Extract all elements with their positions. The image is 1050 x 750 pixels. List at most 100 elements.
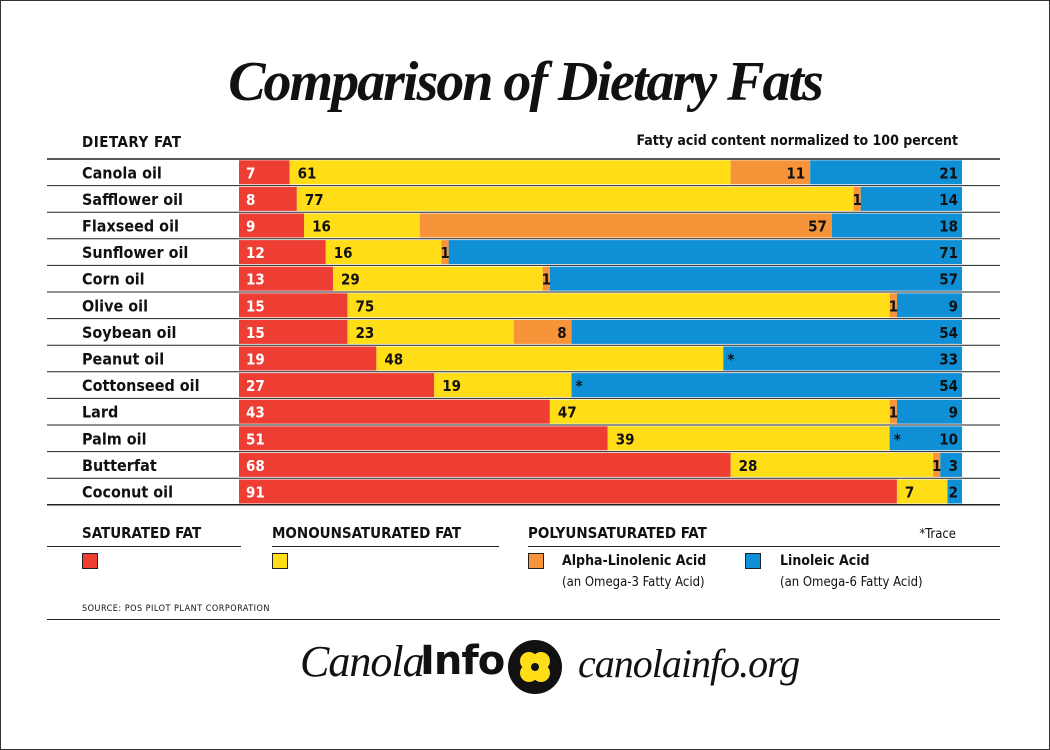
data-label-ala: 1 xyxy=(852,191,861,209)
column-header-dietary-fat: DIETARY FAT xyxy=(82,133,182,151)
category-label: Soybean oil xyxy=(82,323,176,342)
bar-segment-saturated xyxy=(239,452,731,477)
category-label: Flaxseed oil xyxy=(82,217,179,236)
bar-segment-ala xyxy=(513,319,572,344)
bar-segment-la xyxy=(940,452,962,477)
data-label-saturated: 13 xyxy=(246,271,265,289)
bar-segment-saturated xyxy=(239,293,348,318)
legend-saturated-heading: SATURATED FAT xyxy=(82,524,202,542)
data-label-la: 18 xyxy=(939,218,958,236)
data-label-saturated: 91 xyxy=(246,484,265,502)
legend-label-la: Linoleic Acid xyxy=(780,553,870,569)
bar-segment-saturated xyxy=(239,319,348,344)
bar-segment-saturated xyxy=(239,240,326,265)
data-label-mono: 77 xyxy=(305,191,324,209)
category-label: Safflower oil xyxy=(82,190,183,209)
bar-segment-la xyxy=(896,399,962,424)
bar-segment-saturated xyxy=(239,373,435,398)
data-label-la: 3 xyxy=(949,457,958,475)
data-label-la: 10 xyxy=(939,430,958,448)
canola-flower-logo-icon xyxy=(508,640,562,694)
brand-name-bold: Info xyxy=(420,638,505,684)
data-label-saturated: 51 xyxy=(246,430,265,448)
category-label: Butterfat xyxy=(82,456,157,475)
data-label-mono: 61 xyxy=(298,164,317,182)
legend-swatch-saturated xyxy=(82,553,98,569)
data-label-saturated: 7 xyxy=(246,164,255,182)
data-label-saturated: 15 xyxy=(246,297,265,315)
data-label-ala: 1 xyxy=(440,244,449,262)
bar-segment-ala xyxy=(853,186,861,211)
bar-segment-mono xyxy=(549,399,890,424)
legend-rule-monounsaturated xyxy=(272,546,499,547)
category-label: Olive oil xyxy=(82,296,148,315)
category-label: Corn oil xyxy=(82,270,145,289)
legend-sub-ala: (an Omega-3 Fatty Acid) xyxy=(562,575,705,590)
bar-segment-mono xyxy=(896,479,948,504)
bar-segment-mono xyxy=(325,240,442,265)
data-label-la: 14 xyxy=(939,191,958,209)
data-label-ala: 8 xyxy=(557,324,566,342)
bar-segment-la xyxy=(723,346,962,371)
data-label-la: 33 xyxy=(939,351,958,369)
bar-segment-la xyxy=(947,479,962,504)
page-title: Comparison of Dietary Fats xyxy=(228,51,824,113)
data-label-la: 57 xyxy=(939,271,958,289)
trace-note: *Trace xyxy=(919,527,956,542)
category-label: Coconut oil xyxy=(82,483,173,502)
bar-segment-mono xyxy=(304,213,420,238)
legend-swatch-ala xyxy=(528,553,544,569)
data-label-mono: 19 xyxy=(442,377,461,395)
data-label-saturated: 27 xyxy=(246,377,265,395)
category-label: Sunflower oil xyxy=(82,243,188,262)
category-label: Lard xyxy=(82,403,118,422)
data-label-ala: * xyxy=(894,430,901,448)
data-label-mono: 75 xyxy=(355,297,374,315)
data-label-la: 9 xyxy=(949,297,958,315)
legend-sub-la: (an Omega-6 Fatty Acid) xyxy=(780,575,923,590)
bar-segment-mono xyxy=(376,346,724,371)
legend-rule-polyunsaturated xyxy=(528,546,1000,547)
data-label-saturated: 9 xyxy=(246,218,255,236)
bar-segment-ala xyxy=(441,240,449,265)
data-label-mono: 16 xyxy=(334,244,353,262)
data-label-mono: 7 xyxy=(905,484,914,502)
bar-segment-saturated xyxy=(239,160,290,185)
bar-segment-mono xyxy=(434,373,572,398)
legend-label-ala: Alpha-Linolenic Acid xyxy=(562,553,707,569)
bar-segment-ala xyxy=(933,452,941,477)
bar-segment-ala xyxy=(730,160,811,185)
data-label-ala: * xyxy=(727,351,734,369)
bar-segment-la xyxy=(571,373,962,398)
source-note: SOURCE: POS PILOT PLANT CORPORATION xyxy=(82,604,270,614)
bar-segment-la xyxy=(810,160,962,185)
data-label-ala: 1 xyxy=(889,297,898,315)
data-label-ala: 57 xyxy=(808,218,827,236)
column-header-normalized: Fatty acid content normalized to 100 per… xyxy=(636,133,959,149)
bar-segment-saturated xyxy=(239,479,897,504)
website-url: canolainfo.org xyxy=(578,641,800,686)
bar-segment-ala xyxy=(419,213,832,238)
bar-segment-mono xyxy=(289,160,731,185)
data-label-ala: 1 xyxy=(932,457,941,475)
bar-segment-mono xyxy=(607,426,890,451)
data-label-la: 9 xyxy=(949,404,958,422)
bar-segment-mono xyxy=(347,293,890,318)
bar-segment-ala xyxy=(889,399,897,424)
data-label-mono: 47 xyxy=(558,404,577,422)
data-label-mono: 28 xyxy=(739,457,758,475)
bar-segment-saturated xyxy=(239,399,550,424)
data-label-ala: 1 xyxy=(889,404,898,422)
category-label: Cottonseed oil xyxy=(82,376,200,395)
bar-segment-la xyxy=(860,186,962,211)
data-label-mono: 16 xyxy=(312,218,331,236)
bar-segment-la xyxy=(549,266,962,291)
bar-segment-la xyxy=(889,426,962,451)
data-label-la: 21 xyxy=(939,164,958,182)
data-label-mono: 29 xyxy=(341,271,360,289)
data-label-saturated: 19 xyxy=(246,351,265,369)
data-label-mono: 39 xyxy=(616,430,635,448)
bar-segment-ala xyxy=(889,293,897,318)
data-label-saturated: 12 xyxy=(246,244,265,262)
footer-rule xyxy=(47,619,1000,620)
